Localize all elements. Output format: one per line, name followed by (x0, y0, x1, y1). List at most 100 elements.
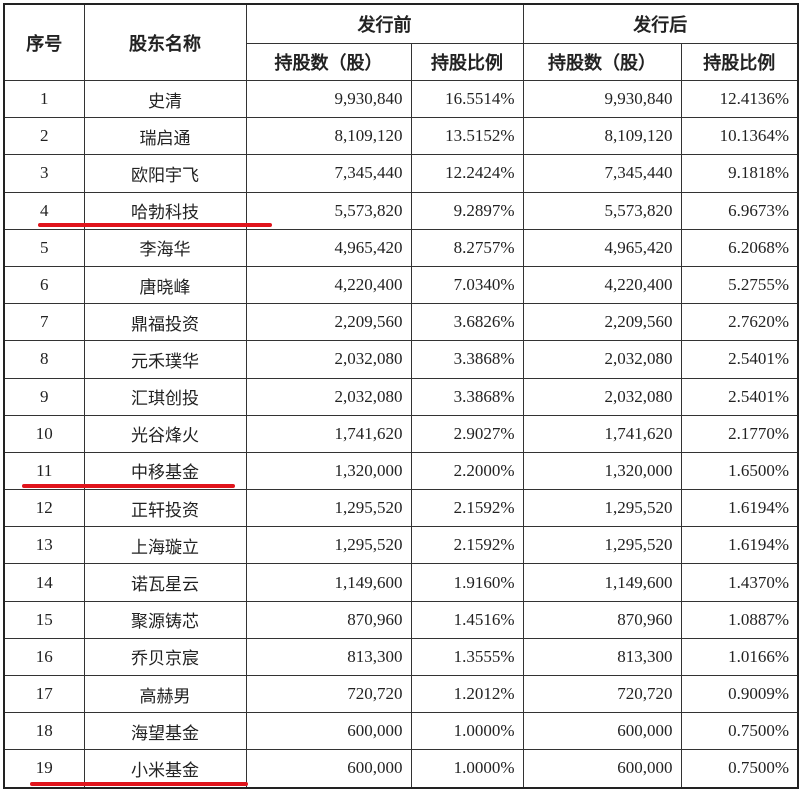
table-row: 16 乔贝京宸 813,300 1.3555% 813,300 1.0166% (3, 637, 799, 677)
red-underline-mark (30, 781, 248, 786)
after-shares: 2,209,560 (522, 303, 682, 342)
table-row: 17 高赫男 720,720 1.2012% 720,720 0.9009% (3, 674, 799, 714)
header-after: 发行后 (522, 3, 799, 44)
before-ratio: 1.3555% (410, 637, 524, 677)
table-row: 13 上海璇立 1,295,520 2.1592% 1,295,520 1.6194% (3, 526, 799, 565)
shareholder-name: 瑞启通 (83, 117, 247, 156)
row-index: 14 (3, 563, 85, 602)
after-ratio: 2.5401% (680, 340, 799, 379)
after-ratio: 2.7620% (680, 303, 799, 342)
after-ratio: 1.6194% (680, 526, 799, 565)
after-ratio: 5.2755% (680, 265, 799, 305)
row-index: 7 (3, 303, 85, 342)
shareholder-name: 光谷烽火 (83, 414, 247, 453)
after-ratio: 6.9673% (680, 191, 799, 230)
after-shares: 2,032,080 (522, 377, 682, 416)
after-ratio: 1.6500% (680, 451, 799, 491)
after-shares: 1,149,600 (522, 563, 682, 602)
table-row: 3 欧阳宇飞 7,345,440 12.2424% 7,345,440 9.1818% (3, 154, 799, 193)
before-ratio: 3.3868% (410, 340, 524, 379)
before-shares: 1,741,620 (245, 414, 412, 453)
row-index: 3 (3, 154, 85, 193)
after-ratio: 2.1770% (680, 414, 799, 453)
before-ratio: 3.3868% (410, 377, 524, 416)
row-index: 13 (3, 526, 85, 565)
before-ratio: 1.4516% (410, 600, 524, 639)
after-shares: 870,960 (522, 600, 682, 639)
table-row: 7 鼎福投资 2,209,560 3.6826% 2,209,560 2.7620% (3, 303, 799, 342)
row-index: 5 (3, 228, 85, 267)
before-ratio: 1.9160% (410, 563, 524, 602)
before-shares: 2,032,080 (245, 340, 412, 379)
before-shares: 2,209,560 (245, 303, 412, 342)
before-shares: 4,220,400 (245, 265, 412, 305)
before-shares: 7,345,440 (245, 154, 412, 193)
before-ratio: 2.1592% (410, 489, 524, 528)
after-shares: 5,573,820 (522, 191, 682, 230)
header-before-ratio: 持股比例 (410, 43, 524, 81)
before-shares: 1,295,520 (245, 526, 412, 565)
table-row: 6 唐晓峰 4,220,400 7.0340% 4,220,400 5.2755% (3, 265, 799, 305)
before-shares: 870,960 (245, 600, 412, 639)
header-index: 序号 (3, 3, 85, 81)
row-index: 10 (3, 414, 85, 453)
shareholder-name: 李海华 (83, 228, 247, 267)
before-shares: 1,295,520 (245, 489, 412, 528)
after-shares: 2,032,080 (522, 340, 682, 379)
before-ratio: 7.0340% (410, 265, 524, 305)
table-row: 5 李海华 4,965,420 8.2757% 4,965,420 6.2068% (3, 228, 799, 267)
after-shares: 4,220,400 (522, 265, 682, 305)
header-before-shares: 持股数（股） (245, 43, 412, 81)
row-index: 1 (3, 79, 85, 119)
header-after-shares: 持股数（股） (522, 43, 682, 81)
table-row: 19 小米基金 600,000 1.0000% 600,000 0.7500% (3, 749, 799, 789)
red-underline-mark (22, 483, 235, 488)
shareholder-name: 史清 (83, 79, 247, 119)
row-index: 6 (3, 265, 85, 305)
after-shares: 600,000 (522, 749, 682, 789)
shareholder-name: 上海璇立 (83, 526, 247, 565)
before-shares: 1,149,600 (245, 563, 412, 602)
shareholder-name: 诺瓦星云 (83, 563, 247, 602)
after-shares: 8,109,120 (522, 117, 682, 156)
header-before: 发行前 (245, 3, 524, 44)
header-name: 股东名称 (83, 3, 247, 81)
after-shares: 600,000 (522, 712, 682, 751)
before-ratio: 8.2757% (410, 228, 524, 267)
after-shares: 1,295,520 (522, 526, 682, 565)
before-ratio: 1.0000% (410, 749, 524, 789)
shareholder-name: 元禾璞华 (83, 340, 247, 379)
after-ratio: 0.7500% (680, 749, 799, 789)
before-shares: 8,109,120 (245, 117, 412, 156)
after-ratio: 10.1364% (680, 117, 799, 156)
row-index: 2 (3, 117, 85, 156)
after-shares: 9,930,840 (522, 79, 682, 119)
row-index: 8 (3, 340, 85, 379)
after-ratio: 6.2068% (680, 228, 799, 267)
shareholder-name: 聚源铸芯 (83, 600, 247, 639)
after-shares: 1,741,620 (522, 414, 682, 453)
table-row: 10 光谷烽火 1,741,620 2.9027% 1,741,620 2.1770% (3, 414, 799, 453)
table-row: 15 聚源铸芯 870,960 1.4516% 870,960 1.0887% (3, 600, 799, 639)
after-ratio: 12.4136% (680, 79, 799, 119)
shareholder-name: 高赫男 (83, 674, 247, 714)
after-ratio: 0.9009% (680, 674, 799, 714)
table-row: 8 元禾璞华 2,032,080 3.3868% 2,032,080 2.5401% (3, 340, 799, 379)
before-shares: 600,000 (245, 749, 412, 789)
after-ratio: 1.0166% (680, 637, 799, 677)
before-ratio: 2.1592% (410, 526, 524, 565)
after-ratio: 0.7500% (680, 712, 799, 751)
red-underline-mark (38, 223, 272, 228)
table-row: 18 海望基金 600,000 1.0000% 600,000 0.7500% (3, 712, 799, 751)
after-shares: 4,965,420 (522, 228, 682, 267)
after-shares: 7,345,440 (522, 154, 682, 193)
row-index: 15 (3, 600, 85, 639)
before-ratio: 2.2000% (410, 451, 524, 491)
table-row: 12 正轩投资 1,295,520 2.1592% 1,295,520 1.6194% (3, 489, 799, 528)
before-shares: 813,300 (245, 637, 412, 677)
before-shares: 9,930,840 (245, 79, 412, 119)
shareholder-name: 海望基金 (83, 712, 247, 751)
before-ratio: 12.2424% (410, 154, 524, 193)
before-shares: 720,720 (245, 674, 412, 714)
before-shares: 1,320,000 (245, 451, 412, 491)
